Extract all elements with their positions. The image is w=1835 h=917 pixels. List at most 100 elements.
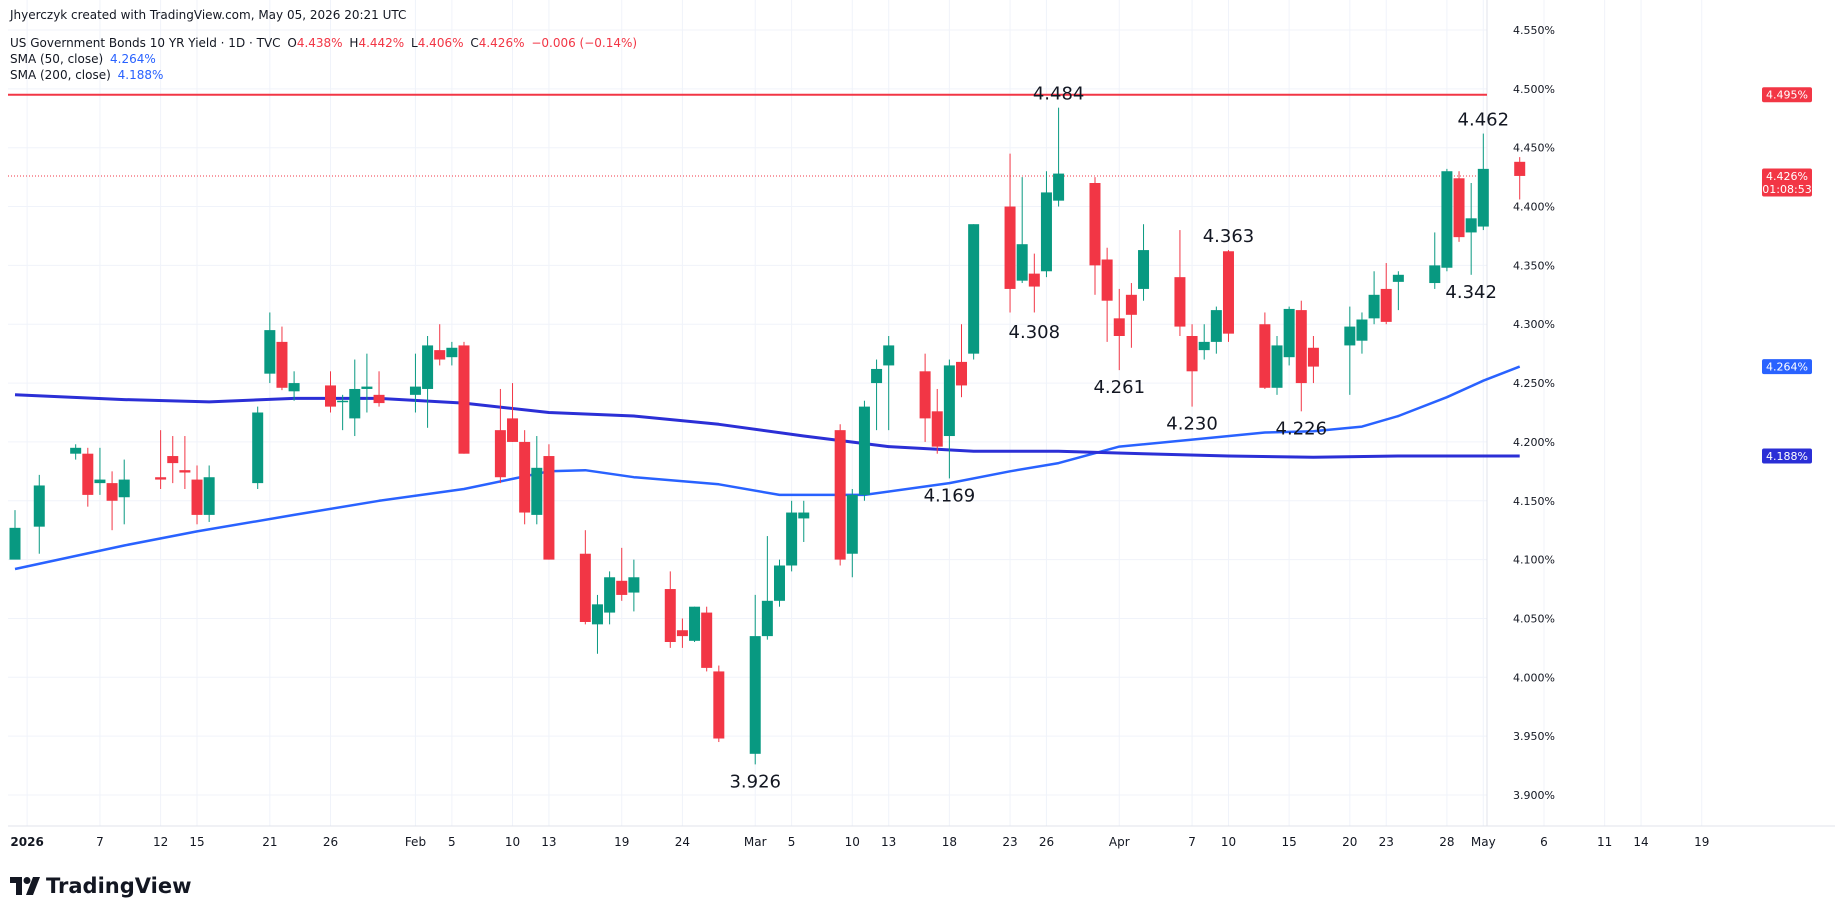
candle[interactable]	[943, 359, 955, 479]
candle[interactable]	[531, 436, 543, 525]
candle[interactable]	[931, 388, 943, 454]
candle[interactable]	[361, 353, 373, 413]
candle[interactable]	[179, 436, 191, 489]
candle[interactable]	[1307, 336, 1319, 384]
candle[interactable]	[846, 489, 858, 578]
candle[interactable]	[1514, 157, 1526, 200]
candle[interactable]	[1441, 168, 1453, 272]
candle[interactable]	[446, 341, 458, 366]
candle[interactable]	[1138, 224, 1150, 301]
candle[interactable]	[1198, 324, 1210, 360]
candle[interactable]	[94, 447, 106, 495]
candle[interactable]	[337, 394, 349, 431]
candle[interactable]	[713, 665, 725, 743]
candle[interactable]	[1174, 230, 1186, 336]
candle[interactable]	[70, 444, 82, 460]
candle[interactable]	[871, 359, 883, 431]
candle[interactable]	[373, 371, 385, 407]
candle[interactable]	[494, 388, 506, 484]
candle[interactable]	[1344, 306, 1356, 395]
candle[interactable]	[1089, 177, 1101, 295]
candle[interactable]	[1113, 288, 1125, 371]
candle[interactable]	[1356, 312, 1368, 354]
candle[interactable]	[252, 406, 264, 489]
candle[interactable]	[773, 559, 785, 607]
candle[interactable]	[1380, 263, 1392, 325]
candle[interactable]	[701, 606, 713, 672]
candle[interactable]	[1222, 250, 1234, 342]
candle[interactable]	[1295, 300, 1307, 412]
candle-body	[543, 456, 555, 560]
candle[interactable]	[676, 618, 688, 648]
candle[interactable]	[106, 471, 118, 531]
sma200-line[interactable]	[14, 393, 1520, 459]
symbol-legend[interactable]: US Government Bonds 10 YR Yield · 1D · T…	[10, 36, 640, 50]
candle[interactable]	[434, 324, 446, 366]
candle[interactable]	[325, 371, 337, 413]
candle[interactable]	[1465, 183, 1477, 275]
candle[interactable]	[628, 559, 640, 612]
candle[interactable]	[968, 224, 980, 360]
candle[interactable]	[1028, 253, 1040, 313]
candle[interactable]	[167, 436, 179, 484]
candle[interactable]	[155, 430, 167, 489]
candle[interactable]	[1040, 171, 1052, 278]
candle[interactable]	[1210, 306, 1222, 354]
candle[interactable]	[409, 353, 421, 413]
candle[interactable]	[519, 430, 531, 525]
candle[interactable]	[798, 500, 810, 542]
candle[interactable]	[264, 312, 276, 384]
candle[interactable]	[604, 571, 616, 625]
candle[interactable]	[1453, 171, 1465, 242]
candle[interactable]	[1101, 247, 1113, 342]
candle-body	[1040, 192, 1052, 272]
candle[interactable]	[919, 353, 931, 442]
sma50-line[interactable]	[14, 365, 1521, 571]
candle[interactable]	[422, 336, 434, 428]
candle[interactable]	[689, 606, 701, 642]
candle[interactable]	[664, 571, 676, 648]
candle[interactable]	[579, 530, 591, 625]
candle[interactable]	[1392, 271, 1404, 311]
candle[interactable]	[858, 400, 870, 501]
candle[interactable]	[616, 547, 628, 601]
candle[interactable]	[543, 444, 555, 560]
candle[interactable]	[1125, 283, 1137, 348]
candle[interactable]	[203, 465, 215, 522]
candle[interactable]	[883, 336, 895, 431]
candle[interactable]	[507, 383, 519, 442]
candle[interactable]	[786, 500, 798, 572]
candle[interactable]	[191, 465, 203, 525]
time-axis[interactable]: 2026 7 12 15 21 26 Feb 5 10 13 19 24 Mar 5 10 13 18 23 26 A…	[10, 835, 1709, 849]
candle[interactable]	[1477, 133, 1489, 231]
candle[interactable]	[1283, 306, 1295, 366]
sma50-legend[interactable]: SMA (50, close) 4.264%	[10, 52, 159, 66]
candle[interactable]	[1004, 153, 1016, 313]
candle[interactable]	[82, 447, 94, 507]
candle[interactable]	[1259, 312, 1271, 389]
candle[interactable]	[1186, 324, 1198, 407]
candle[interactable]	[1053, 107, 1065, 207]
candle[interactable]	[1016, 177, 1028, 284]
price-axis[interactable]: 4.550% 4.500% 4.450% 4.400% 4.350% 4.300% 4.25…	[1513, 24, 1555, 802]
candle[interactable]	[1271, 336, 1283, 395]
candle[interactable]	[749, 594, 761, 765]
sma200-legend[interactable]: SMA (200, close) 4.188%	[10, 68, 166, 82]
candle[interactable]	[591, 594, 603, 654]
candle[interactable]	[1368, 271, 1380, 325]
candle[interactable]	[276, 326, 288, 391]
candle[interactable]	[288, 371, 300, 401]
tradingview-brand[interactable]: TradingView	[10, 874, 191, 898]
candle[interactable]	[761, 536, 773, 640]
candle[interactable]	[9, 510, 21, 560]
candle[interactable]	[349, 359, 361, 437]
candle-body	[82, 453, 94, 495]
candle[interactable]	[956, 324, 968, 398]
candle[interactable]	[458, 341, 470, 454]
candle[interactable]	[1429, 232, 1441, 289]
candle[interactable]	[118, 459, 130, 525]
candle[interactable]	[834, 424, 846, 566]
candle[interactable]	[33, 474, 45, 554]
candles[interactable]	[9, 107, 1526, 765]
